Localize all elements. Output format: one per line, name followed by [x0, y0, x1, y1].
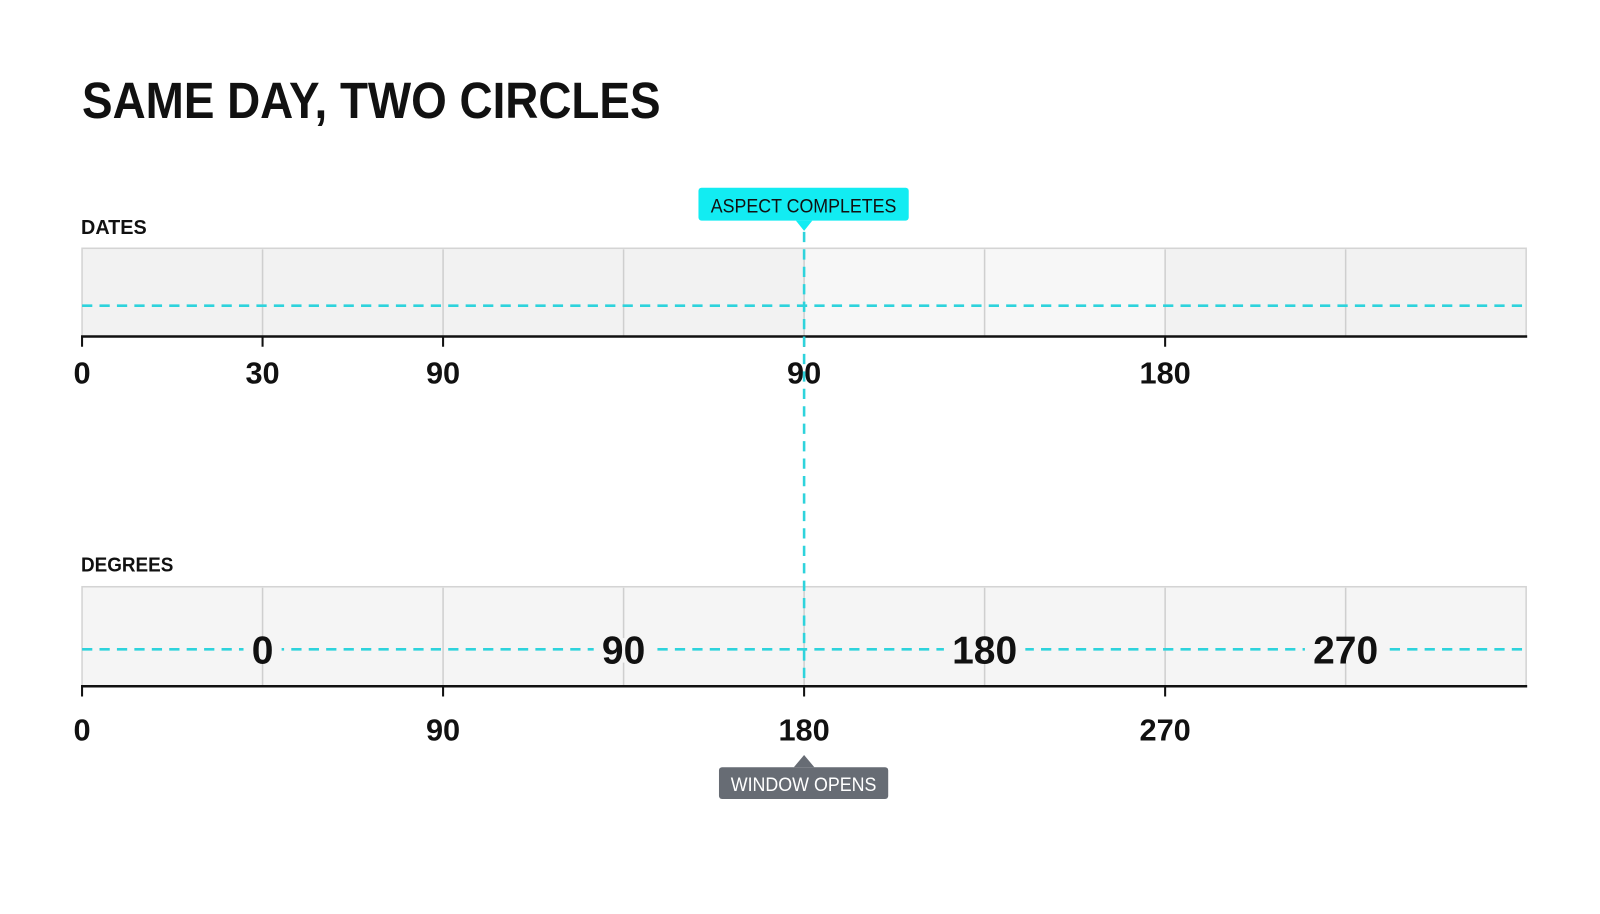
- label-bg: [243, 638, 282, 663]
- axis-label: 0: [73, 713, 90, 748]
- track-value: 90: [602, 630, 645, 673]
- axis: 0 90 180 270: [73, 686, 1191, 748]
- track-value: 180: [952, 630, 1017, 673]
- label-bg: [943, 638, 1026, 663]
- axis: 0 30 90 90 180: [73, 336, 1191, 391]
- track-labels: 0 90 180 270: [243, 630, 1387, 673]
- callout-text: WINDOW OPENS: [731, 774, 877, 796]
- callout-arrow: [795, 220, 813, 231]
- axis-label: 90: [426, 713, 460, 748]
- label-bg: [593, 638, 654, 663]
- axis-label: 270: [1139, 713, 1190, 748]
- callout-box: [698, 187, 909, 221]
- callout-box: [718, 767, 889, 800]
- axis-label: 90: [426, 356, 460, 391]
- track-value: 0: [252, 630, 274, 673]
- track-label: DEGREES: [81, 553, 173, 576]
- label-bg: [1304, 638, 1387, 663]
- track-value: 270: [1313, 630, 1378, 673]
- axis-label: 180: [778, 713, 829, 748]
- callout-bottom: WINDOW OPENS: [718, 754, 889, 800]
- axis-label: 180: [1139, 356, 1190, 391]
- axis-label: 0: [73, 356, 90, 391]
- title: SAME DAY, TWO CIRCLES: [82, 72, 660, 129]
- callout-top: ASPECT COMPLETES: [698, 187, 909, 231]
- axis-label: 30: [245, 356, 279, 391]
- track-label: DATES: [81, 216, 147, 239]
- callout-text: ASPECT COMPLETES: [711, 195, 897, 217]
- callout-arrow: [793, 754, 815, 768]
